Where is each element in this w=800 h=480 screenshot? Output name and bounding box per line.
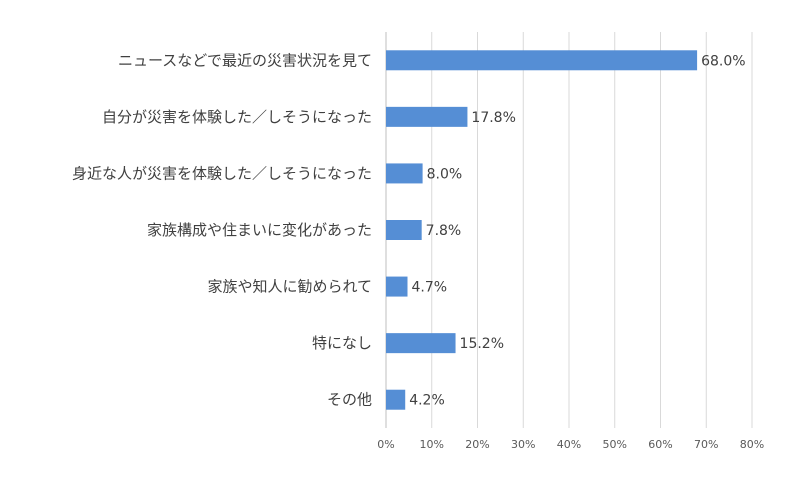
x-tick-label: 20% (465, 438, 489, 451)
value-label: 7.8% (426, 223, 462, 239)
category-labels: ニュースなどで最近の災害状況を見て自分が災害を体験した／しそうになった身近な人が… (72, 51, 372, 408)
value-label: 4.7% (412, 280, 448, 296)
bar (386, 333, 456, 354)
category-label: ニュースなどで最近の災害状況を見て (118, 51, 372, 69)
value-label: 17.8% (471, 110, 515, 126)
category-label: 身近な人が災害を体験した／しそうになった (72, 164, 372, 182)
value-label: 8.0% (427, 166, 463, 182)
x-tick-label: 30% (511, 438, 535, 451)
value-label: 15.2% (460, 336, 504, 352)
x-tick-label: 80% (740, 438, 764, 451)
x-tick-label: 40% (557, 438, 581, 451)
bar (386, 163, 423, 184)
value-label: 4.2% (409, 393, 445, 409)
value-labels: 68.0% 17.8% 8.0% 7.8% 4.7% 15.2% 4.2% (409, 53, 745, 408)
x-tick-label: 70% (694, 438, 718, 451)
category-label: 家族構成や住まいに変化があった (147, 221, 372, 239)
bar (386, 50, 698, 71)
x-tick-label: 60% (648, 438, 672, 451)
gridlines (385, 32, 753, 428)
bar (386, 276, 408, 297)
x-tick-label: 0% (377, 438, 394, 451)
x-tick-labels: 0% 10% 20% 30% 40% 50% 60% 70% 80% (377, 438, 764, 451)
bar (386, 220, 422, 240)
bars (386, 50, 698, 410)
bar (386, 389, 406, 410)
x-tick-label: 10% (420, 438, 444, 451)
value-label: 68.0% (701, 53, 745, 69)
x-tick-label: 50% (603, 438, 627, 451)
category-label: 特になし (312, 334, 372, 352)
category-label: その他 (327, 391, 372, 409)
category-label: 自分が災害を体験した／しそうになった (102, 108, 372, 126)
category-label: 家族や知人に勧められて (207, 278, 372, 296)
bar (386, 106, 468, 127)
